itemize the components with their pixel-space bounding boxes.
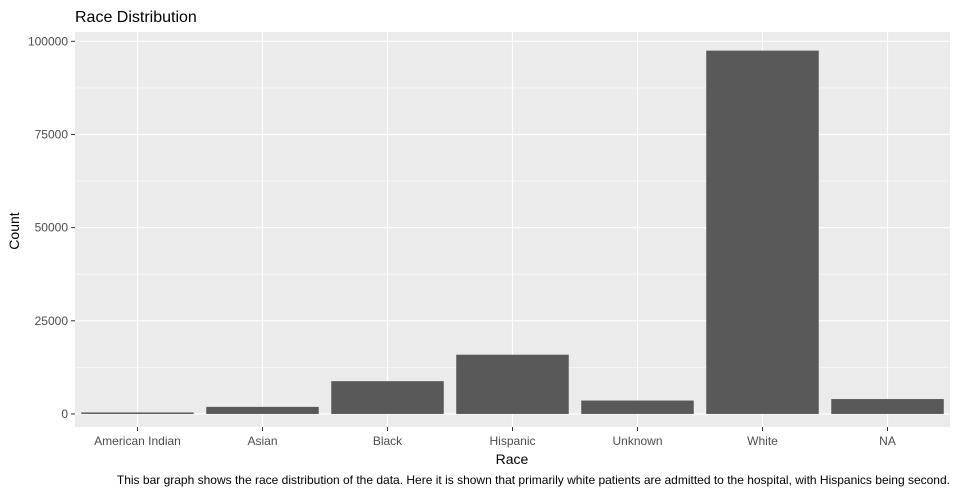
bar-asian [206,406,319,414]
y-tick-label: 100000 [28,34,68,48]
y-tick-label: 0 [61,407,68,421]
bar-na [831,399,944,414]
y-axis-title: Count [6,212,22,249]
x-tick-label: American Indian [94,434,181,448]
x-tick-label: Asian [247,434,277,448]
x-axis-title: Race [496,451,529,467]
x-tick-label: NA [879,434,896,448]
x-tick-label: Hispanic [489,434,535,448]
y-axis: 0 25000 50000 75000 100000 [28,34,75,421]
bar-unknown [581,400,694,414]
x-tick-label: Unknown [612,434,662,448]
bar-hispanic [456,354,569,414]
x-tick-label: White [747,434,778,448]
bar-american-indian [81,412,194,414]
x-tick-label: Black [373,434,403,448]
y-tick-label: 50000 [35,221,69,235]
chart-title: Race Distribution [75,9,197,26]
y-tick-label: 25000 [35,314,69,328]
chart-caption: This bar graph shows the race distributi… [117,473,950,487]
y-tick-label: 75000 [35,127,69,141]
bar-black [331,381,444,414]
x-axis: American Indian Asian Black Hispanic Unknown… [94,427,896,448]
bar-white [706,50,819,414]
bars [81,50,944,414]
